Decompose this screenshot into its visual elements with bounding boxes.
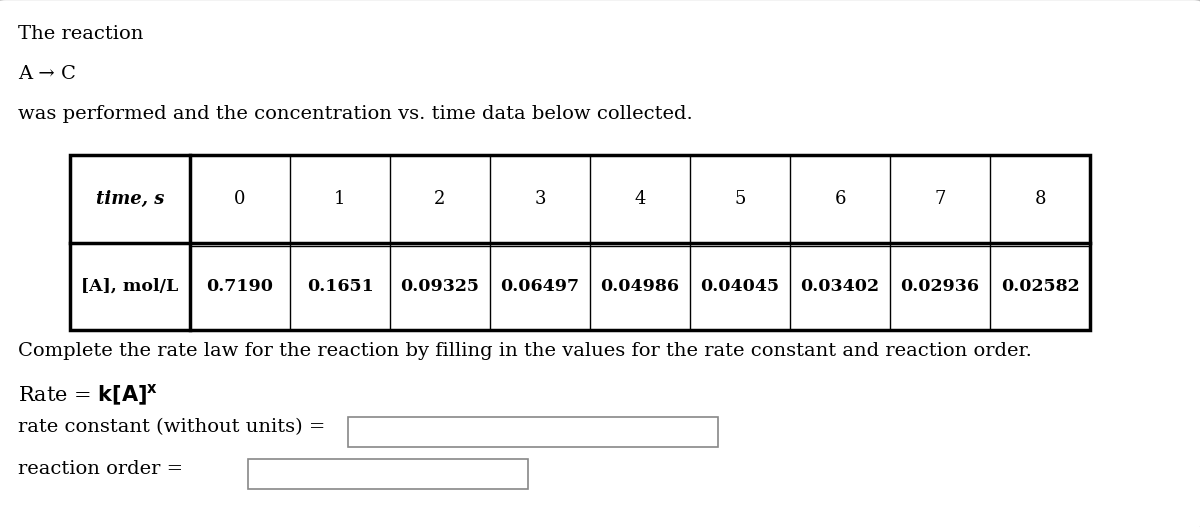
Text: 0: 0 [234, 190, 246, 208]
Text: 0.7190: 0.7190 [206, 278, 274, 295]
Text: 3: 3 [534, 190, 546, 208]
Text: 0.04045: 0.04045 [701, 278, 780, 295]
Text: reaction order =: reaction order = [18, 460, 184, 478]
Text: rate constant (without units) =: rate constant (without units) = [18, 418, 325, 436]
Text: 0.1651: 0.1651 [307, 278, 373, 295]
Bar [70, 155, 1090, 330]
Text: 1: 1 [335, 190, 346, 208]
Text: 5: 5 [734, 190, 745, 208]
Text: 4: 4 [635, 190, 646, 208]
Text: 2: 2 [434, 190, 445, 208]
Text: A → C: A → C [18, 65, 76, 83]
Text: 0.02582: 0.02582 [1001, 278, 1079, 295]
Text: Complete the rate law for the reaction by filling in the values for the rate con: Complete the rate law for the reaction b… [18, 342, 1032, 360]
Text: Rate = $\mathbf{k[A]^x}$: Rate = $\mathbf{k[A]^x}$ [18, 383, 158, 408]
Text: 8: 8 [1034, 190, 1045, 208]
Text: 7: 7 [935, 190, 946, 208]
Bar [348, 417, 718, 447]
Text: [A], mol/L: [A], mol/L [82, 278, 179, 295]
Text: 6: 6 [834, 190, 846, 208]
Bar [248, 459, 528, 489]
Text: 0.02936: 0.02936 [900, 278, 979, 295]
Text: The reaction: The reaction [18, 25, 143, 43]
Text: 0.04986: 0.04986 [600, 278, 679, 295]
Text: 0.03402: 0.03402 [800, 278, 880, 295]
Text: 0.06497: 0.06497 [500, 278, 580, 295]
Text: 0.09325: 0.09325 [401, 278, 480, 295]
Text: time, s: time, s [96, 190, 164, 208]
Text: was performed and the concentration vs. time data below collected.: was performed and the concentration vs. … [18, 105, 692, 123]
